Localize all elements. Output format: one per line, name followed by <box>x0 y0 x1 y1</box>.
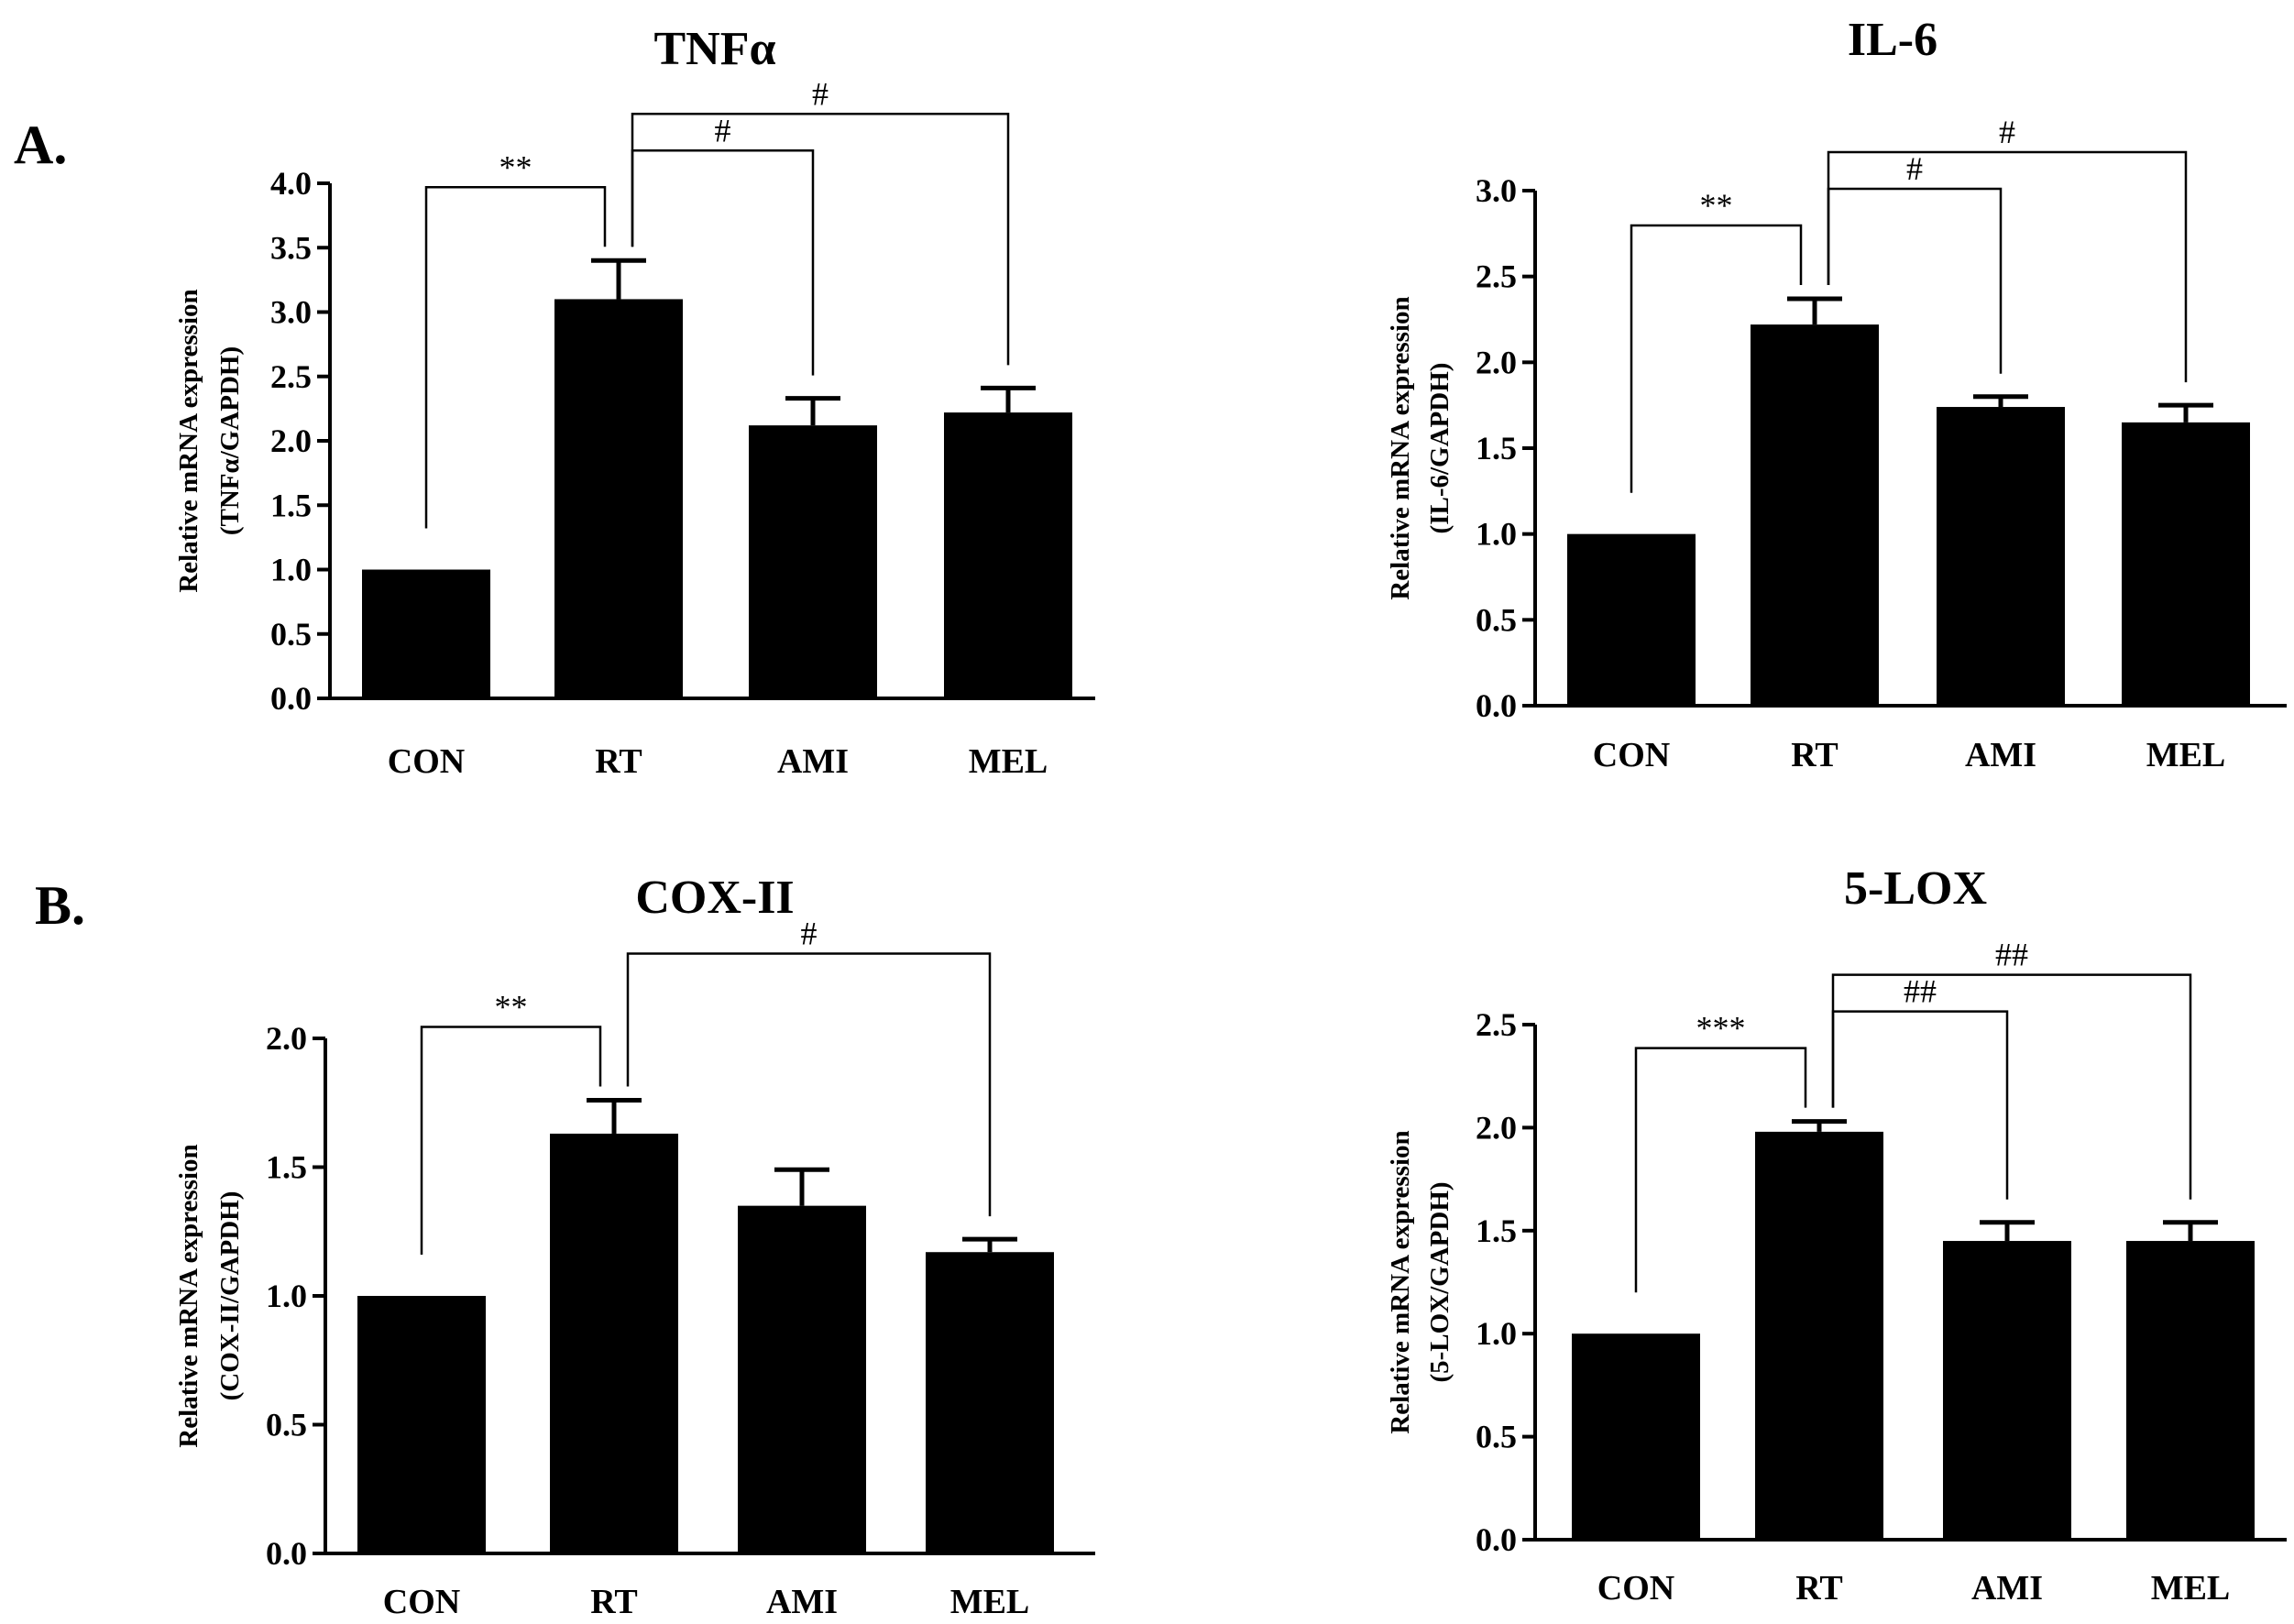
y-tick-label: 2.5 <box>270 358 312 395</box>
category-label: AMI <box>1965 736 2036 774</box>
chart-5-lox: 5-LOX 0.0 0.5 1.0 1.5 2.0 2.5 Relative mRNA exp… <box>1386 862 2287 1608</box>
significance-label: ## <box>1995 937 2028 973</box>
significance-bracket <box>1827 150 2188 383</box>
bar-con <box>1567 533 1696 706</box>
category-label: RT <box>590 1583 637 1621</box>
y-tick-label: 0.5 <box>1476 1419 1517 1455</box>
bar-con <box>362 569 490 698</box>
y-axis-label-unit: (COX-II/GAPDH) <box>215 1191 245 1401</box>
y-tick-label: 0.5 <box>270 616 312 653</box>
y-axis-label: Relative mRNA expression <box>174 289 203 592</box>
bar-rt <box>550 1133 678 1553</box>
y-tick-label: 0.0 <box>1476 1521 1517 1558</box>
y-axis-label-unit: (5-LOX/GAPDH) <box>1425 1181 1454 1382</box>
bar-ami <box>1943 1241 2071 1540</box>
bar-ami <box>749 425 877 698</box>
y-tick-label: 1.0 <box>270 552 312 588</box>
chart-tnf-alpha: TNFα 0.0 0.5 1.0 1.5 2.0 2.5 3.0 3.5 4.0 Relative … <box>174 23 1095 781</box>
panel-letter-b: B. <box>35 875 85 936</box>
chart-title: IL-6 <box>1848 14 1937 66</box>
y-tick-label: 1.5 <box>270 487 312 523</box>
chart-title: COX-II <box>635 872 794 924</box>
bar-rt <box>1751 324 1879 706</box>
y-tick-label: 2.5 <box>1476 258 1517 295</box>
bar-rt <box>554 299 683 698</box>
y-tick-label: 2.5 <box>1476 1006 1517 1043</box>
significance-label: # <box>715 112 731 148</box>
bar-ami <box>738 1205 866 1553</box>
significance-bracket <box>424 186 607 529</box>
significance-label: # <box>801 915 818 951</box>
y-tick-label: 2.0 <box>1476 1109 1517 1146</box>
y-tick-label: 2.0 <box>1476 344 1517 380</box>
y-tick-label: 0.0 <box>1476 687 1517 724</box>
chart-title: TNFα <box>653 23 775 75</box>
y-tick-label: 0.0 <box>270 680 312 717</box>
y-tick-label: 1.0 <box>1476 1315 1517 1352</box>
bar-rt <box>1755 1131 1883 1540</box>
significance-bracket <box>420 1026 602 1256</box>
y-tick-label: 0.5 <box>1476 601 1517 638</box>
significance-label: ## <box>1904 973 1937 1010</box>
category-label: AMI <box>766 1583 838 1621</box>
category-label: CON <box>1597 1569 1674 1608</box>
panel-letter-a: A. <box>14 115 67 175</box>
significance-bracket <box>1630 224 1803 493</box>
y-axis-label: Relative mRNA expression <box>1386 296 1415 599</box>
chart-cox-ii: COX-II 0.0 0.5 1.0 1.5 2.0 Relative mRNA expre… <box>174 872 1095 1621</box>
y-tick-label: 0.5 <box>266 1407 307 1443</box>
y-axis-label: Relative mRNA expression <box>1386 1130 1415 1433</box>
y-tick-label: 1.0 <box>1476 516 1517 553</box>
bar-mel <box>2126 1241 2255 1540</box>
significance-bracket <box>631 113 1010 366</box>
category-label: AMI <box>1971 1569 2043 1608</box>
y-tick-label: 0.0 <box>266 1535 307 1572</box>
y-tick-label: 1.5 <box>1476 1213 1517 1249</box>
y-tick-label: 1.5 <box>1476 430 1517 466</box>
category-label: CON <box>383 1583 460 1621</box>
bar-con <box>1572 1333 1700 1540</box>
significance-label: # <box>1906 150 1923 187</box>
category-label: MEL <box>2151 1569 2231 1608</box>
y-axis-label-unit: (IL-6/GAPDH) <box>1425 363 1454 534</box>
significance-bracket <box>626 952 992 1217</box>
bar-mel <box>944 412 1072 698</box>
category-label: MEL <box>2146 736 2226 774</box>
y-tick-label: 1.5 <box>266 1149 307 1186</box>
significance-label: # <box>1999 114 2015 150</box>
bar-con <box>357 1296 486 1553</box>
category-label: AMI <box>777 742 849 781</box>
y-tick-label: 1.0 <box>266 1278 307 1314</box>
y-tick-label: 4.0 <box>270 165 312 202</box>
category-label: RT <box>595 742 642 781</box>
category-label: CON <box>388 742 465 781</box>
chart-il-6: IL-6 0.0 0.5 1.0 1.5 2.0 2.5 3.0 Relative mRNA e… <box>1386 14 2287 774</box>
significance-label: ** <box>499 148 532 185</box>
category-label: CON <box>1593 736 1670 774</box>
y-axis-label-unit: (TNFα/GAPDH) <box>215 346 245 535</box>
significance-bracket <box>1831 973 2192 1200</box>
bar-mel <box>926 1252 1054 1553</box>
significance-label: # <box>812 75 829 112</box>
y-tick-label: 3.0 <box>270 294 312 331</box>
significance-label: ** <box>495 988 528 1025</box>
significance-label: ** <box>1700 187 1733 224</box>
y-tick-label: 3.0 <box>1476 172 1517 209</box>
category-label: RT <box>1791 736 1838 774</box>
y-tick-label: 2.0 <box>270 422 312 459</box>
significance-label: *** <box>1696 1010 1746 1047</box>
y-tick-label: 2.0 <box>266 1020 307 1057</box>
y-axis-label: Relative mRNA expression <box>174 1144 203 1447</box>
category-label: MEL <box>950 1583 1030 1621</box>
significance-bracket <box>1634 1047 1807 1293</box>
chart-title: 5-LOX <box>1844 862 1987 915</box>
bar-mel <box>2122 422 2250 706</box>
bar-ami <box>1937 407 2065 706</box>
category-label: RT <box>1795 1569 1842 1608</box>
y-tick-label: 3.5 <box>270 229 312 266</box>
category-label: MEL <box>969 742 1048 781</box>
